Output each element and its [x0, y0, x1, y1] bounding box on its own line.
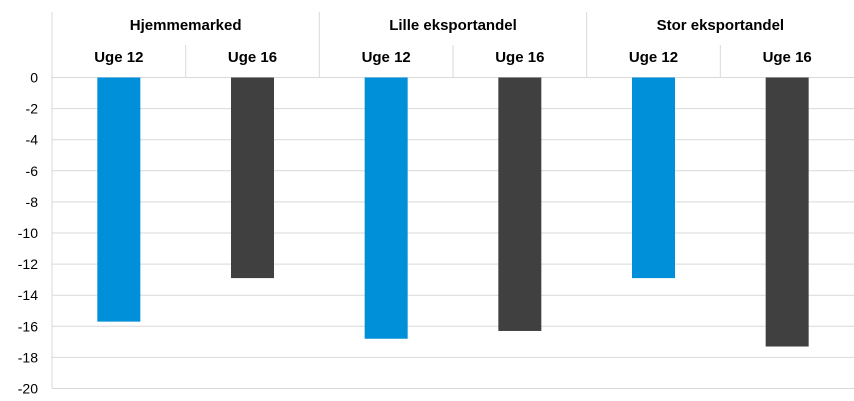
y-tick-label: -8	[26, 194, 39, 210]
y-tick-label: -4	[26, 132, 39, 148]
bars	[97, 77, 809, 347]
y-tick-label: -18	[18, 349, 38, 365]
category-label: Uge 12	[362, 49, 411, 66]
bar	[498, 77, 542, 331]
y-tick-label: -2	[26, 101, 39, 117]
y-tick-label: -20	[18, 381, 38, 397]
group-label: Stor eksportandel	[657, 17, 785, 34]
y-tick-label: 0	[30, 70, 38, 86]
bar	[765, 77, 809, 347]
group-separators	[51, 12, 721, 389]
y-tick-label: -10	[18, 225, 38, 241]
y-tick-label: -16	[18, 318, 38, 334]
x-axis-labels: Hjemmemarked Lille eksportandel Stor ekspo…	[94, 17, 812, 66]
y-tick-label: -12	[18, 256, 38, 272]
bar	[231, 77, 274, 279]
bar	[97, 77, 141, 322]
category-label: Uge 12	[629, 49, 678, 66]
bar	[632, 77, 675, 279]
category-label: Uge 16	[763, 49, 812, 66]
category-label: Uge 16	[228, 49, 277, 66]
category-label: Uge 16	[495, 49, 544, 66]
category-label: Uge 12	[94, 49, 143, 66]
y-tick-label: -6	[26, 163, 39, 179]
y-axis-labels: 0 -2 -4 -6 -8 -10 -12 -14 -16 -18 -20	[18, 70, 38, 397]
gridlines	[52, 77, 854, 389]
bar	[364, 77, 408, 339]
group-label: Hjemmemarked	[130, 17, 242, 34]
group-label: Lille eksportandel	[389, 17, 517, 34]
y-tick-label: -14	[18, 287, 38, 303]
